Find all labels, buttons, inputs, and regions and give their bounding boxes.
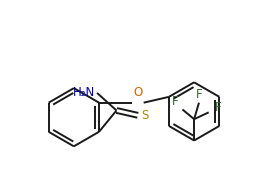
Text: O: O xyxy=(133,86,143,99)
Text: F: F xyxy=(171,95,178,108)
Text: H₂N: H₂N xyxy=(73,86,95,100)
Text: F: F xyxy=(215,101,222,114)
Text: F: F xyxy=(196,88,202,101)
Text: S: S xyxy=(141,109,148,122)
